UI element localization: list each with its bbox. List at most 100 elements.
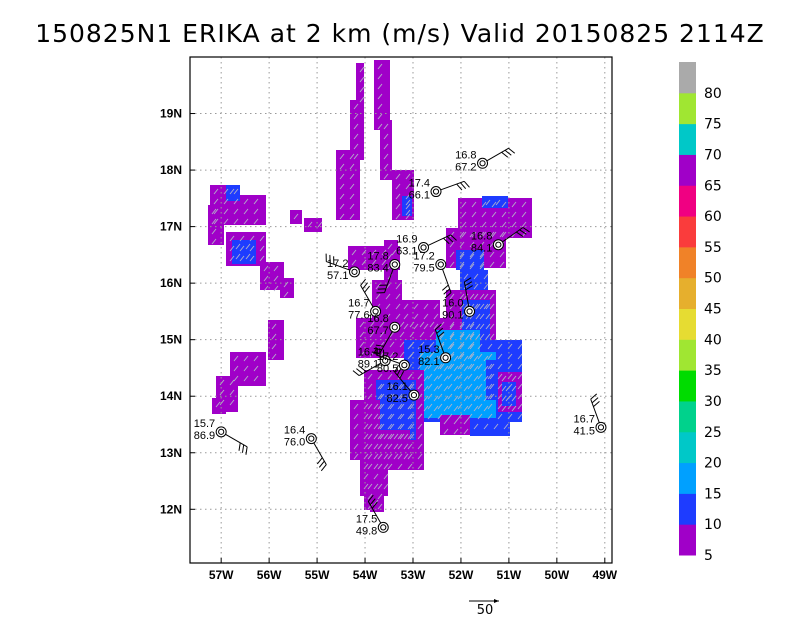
station-ring-inner xyxy=(372,308,379,315)
wind-arrow xyxy=(439,333,445,340)
station-marker: 16.867.7 xyxy=(367,313,401,354)
wind-arrow xyxy=(263,285,269,292)
wind-arrow xyxy=(229,235,235,242)
wind-arrow xyxy=(399,321,405,328)
colorbar-label: 10 xyxy=(704,517,722,533)
wind-arrow xyxy=(249,245,255,252)
reference-vector-label: 50 xyxy=(477,603,494,618)
station-label: 16.9 xyxy=(396,234,417,246)
wind-arrow xyxy=(377,83,383,90)
wind-arrow xyxy=(489,303,495,310)
wind-arrow xyxy=(283,281,289,288)
wind-arrow xyxy=(377,463,383,470)
y-tick-label: 13N xyxy=(160,446,182,460)
y-tick-label: 18N xyxy=(160,163,182,177)
wind-arrow xyxy=(449,333,455,340)
wind-arrow xyxy=(463,355,469,362)
wind-barb-feather xyxy=(443,288,451,295)
station-marker: 16.884.1 xyxy=(471,227,530,255)
station-label: 17.8 xyxy=(367,250,388,262)
wind-barb-feather xyxy=(352,370,360,376)
wind-arrow xyxy=(373,499,379,506)
wind-arrow xyxy=(511,395,517,402)
wind-arrow xyxy=(307,221,313,228)
wind-arrow xyxy=(253,198,259,205)
wind-arrow xyxy=(521,211,527,218)
wind-arrow xyxy=(271,353,277,360)
wind-cell xyxy=(370,496,384,512)
wind-arrow xyxy=(389,403,395,410)
wind-arrow xyxy=(487,353,493,360)
wind-arrow xyxy=(453,428,459,435)
wind-arrow xyxy=(429,331,435,338)
wind-arrow xyxy=(367,503,373,510)
station-label: 16.4 xyxy=(284,425,305,437)
wind-arrow xyxy=(389,331,395,338)
x-tick-label: 52W xyxy=(449,568,474,582)
wind-cell xyxy=(384,240,398,280)
wind-arrow xyxy=(245,243,251,250)
wind-arrow xyxy=(433,355,439,362)
wind-arrow xyxy=(377,403,383,410)
wind-arrow xyxy=(485,333,491,340)
wind-arrow xyxy=(397,453,403,460)
wind-arrow xyxy=(243,208,249,215)
wind-arrow xyxy=(399,403,405,410)
wind-arrow xyxy=(387,423,393,430)
wind-arrow xyxy=(253,375,259,382)
wind-arrow xyxy=(259,255,265,262)
wind-arrow xyxy=(517,383,523,390)
wind-arrow xyxy=(215,401,221,408)
colorbar-label: 55 xyxy=(704,240,722,256)
station-value: 66.1 xyxy=(409,190,430,202)
wind-arrow xyxy=(405,173,411,180)
wind-arrow xyxy=(443,395,449,402)
wind-arrow xyxy=(491,211,497,218)
wind-arrow xyxy=(483,375,489,382)
wind-arrow xyxy=(501,201,507,208)
wind-arrow xyxy=(483,303,489,310)
wind-arrow xyxy=(399,413,405,420)
wind-barb-feather xyxy=(436,327,444,334)
station-label: 17.2 xyxy=(327,258,348,270)
colorbar-label: 25 xyxy=(704,425,722,441)
wind-arrow xyxy=(377,443,383,450)
station-ring-inner xyxy=(391,324,398,331)
wind-arrow xyxy=(283,291,289,298)
wind-arrow xyxy=(367,483,373,490)
wind-arrow xyxy=(339,183,345,190)
wind-arrow xyxy=(377,433,383,440)
wind-cell xyxy=(374,60,390,130)
colorbar-label: 40 xyxy=(704,332,722,348)
wind-arrow xyxy=(463,428,469,435)
wind-arrow xyxy=(449,293,455,300)
wind-arrow xyxy=(273,285,279,292)
station-ring-inner xyxy=(442,354,449,361)
wind-arrow xyxy=(469,343,475,350)
wind-arrow xyxy=(457,413,463,420)
wind-arrow xyxy=(517,343,523,350)
wind-barb-feather xyxy=(399,370,405,379)
wind-arrow xyxy=(211,218,217,225)
wind-arrow xyxy=(467,343,473,350)
wind-barb-feather xyxy=(238,442,241,451)
wind-arrow xyxy=(259,235,265,242)
station-ring xyxy=(418,242,430,254)
wind-arrow xyxy=(467,403,473,410)
wind-arrow xyxy=(433,375,439,382)
wind-arrow xyxy=(383,143,389,150)
colorbar-swatch xyxy=(679,277,696,309)
wind-arrow xyxy=(359,96,365,103)
wind-arrow xyxy=(253,355,259,362)
colorbar-swatch xyxy=(679,308,696,340)
colorbar: 5 10 15 20 25 30 35 40 45 50 55 60 65 70 75 80 xyxy=(679,62,722,564)
station-marker: 17.549.8 xyxy=(356,494,389,537)
station-marker: 16.182.5 xyxy=(387,364,420,405)
wind-arrow xyxy=(397,463,403,470)
wind-arrow xyxy=(449,331,455,338)
station-label: 16.7 xyxy=(348,297,369,309)
wind-arrows xyxy=(211,63,527,510)
wind-arrow xyxy=(489,323,495,330)
wind-arrow xyxy=(417,463,423,470)
